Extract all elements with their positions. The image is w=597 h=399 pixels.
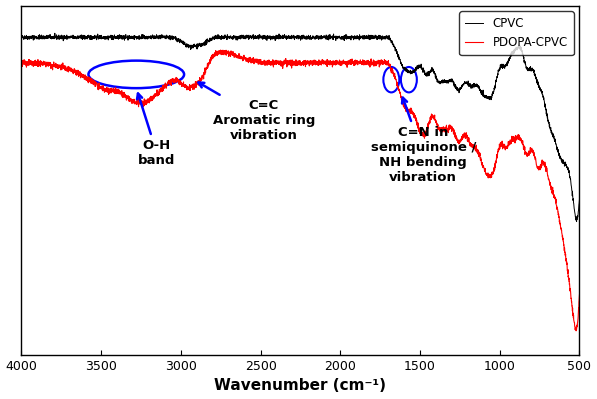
Text: O-H
band: O-H band	[137, 93, 176, 168]
PDOPA-CPVC	[573, 328, 580, 333]
Text: C=N in
semiquinone /
NH bending
vibration: C=N in semiquinone / NH bending vibratio…	[371, 98, 476, 184]
PDOPA-CPVC	[349, 59, 356, 64]
CPVC	[573, 219, 580, 224]
Line: PDOPA-CPVC: PDOPA-CPVC	[21, 50, 580, 331]
PDOPA-CPVC	[220, 50, 227, 55]
PDOPA-CPVC	[18, 62, 25, 67]
CPVC	[220, 35, 227, 40]
CPVC	[349, 34, 356, 38]
PDOPA-CPVC	[134, 101, 141, 106]
PDOPA-CPVC	[373, 61, 380, 66]
Legend: CPVC, PDOPA-CPVC: CPVC, PDOPA-CPVC	[459, 12, 574, 55]
CPVC	[18, 34, 25, 39]
CPVC	[51, 31, 59, 36]
CPVC	[576, 198, 583, 202]
X-axis label: Wavenumber (cm⁻¹): Wavenumber (cm⁻¹)	[214, 378, 386, 393]
PDOPA-CPVC	[533, 162, 540, 167]
PDOPA-CPVC	[576, 292, 583, 297]
Text: C=C
Aromatic ring
vibration: C=C Aromatic ring vibration	[198, 83, 315, 142]
Line: CPVC: CPVC	[21, 33, 580, 221]
CPVC	[533, 77, 540, 82]
CPVC	[373, 36, 380, 40]
CPVC	[281, 35, 288, 40]
CPVC	[134, 36, 141, 41]
PDOPA-CPVC	[281, 61, 288, 66]
PDOPA-CPVC	[217, 47, 224, 52]
